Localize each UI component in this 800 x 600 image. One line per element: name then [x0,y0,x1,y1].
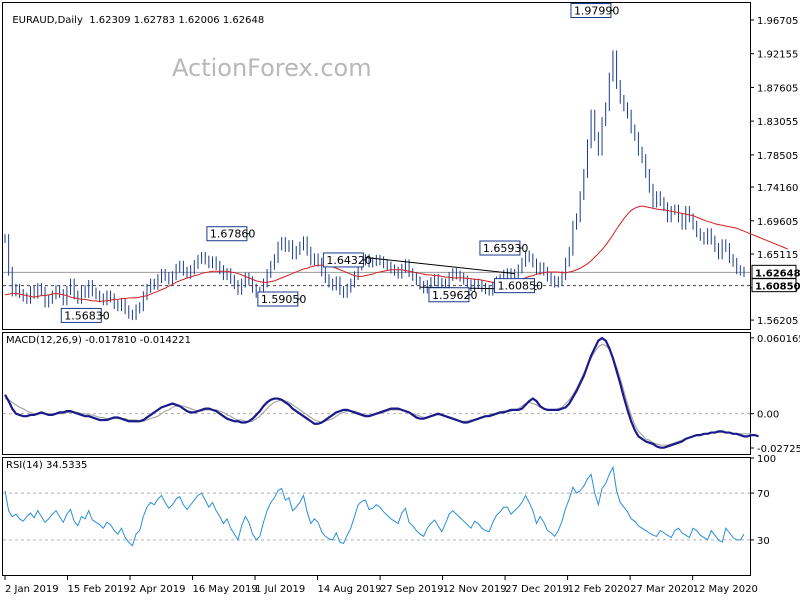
rsi-header: RSI(14) 34.5335 [6,460,88,471]
current-price-tag-label: 1.62648 [755,268,800,279]
x-tick-label: 27 Dec 2019 [505,584,569,595]
annotation-label: 1.65930 [483,242,529,255]
symbol-label: EURAUD,Daily [12,15,83,26]
x-tick-label: 2 Jan 2019 [5,584,59,595]
rsi-tick-label: 30 [757,536,770,547]
annotation-label: 1.67860 [210,228,256,241]
watermark: ActionForex.com [172,54,372,82]
rsi-layer [3,465,750,547]
x-tick-label: 27 Sep 2019 [380,584,443,595]
annotation-label: 1.59620 [432,289,478,302]
axis-layer: 1.96705 1.92155 1.87605 1.83055 1.78505 1.741… [4,16,800,595]
price-tick-label: 1.78505 [757,151,798,162]
support-level-tag-label: 1.60850 [755,282,800,293]
price-tick-label: 1.83055 [757,117,798,128]
x-tick-label: 12 May 2020 [693,584,758,595]
support-level-tag-box [751,278,797,293]
trendline-upper [365,257,515,275]
macd-tick-label: 0.060165 [757,334,800,345]
macd-tick-label: -0.02725 [757,444,800,455]
sma-line [4,205,788,303]
rsi-panel-frame [2,457,751,576]
price-tick-label: 1.92155 [757,50,798,61]
macd-header: MACD(12,26,9) -0.017810 -0.014221 [6,335,191,346]
macd-tick-label: 0.00 [757,410,779,421]
annotation-label: 1.97990 [574,4,620,17]
price-tick-label: 1.74160 [757,183,798,194]
x-tick-label: 12 Feb 2020 [568,584,630,595]
macd-line [4,336,759,449]
rsi-tick-label: 100 [757,454,776,465]
annotation-label: 1.60850 [497,280,543,293]
price-tick-label: 1.87605 [757,83,798,94]
price-tick-label: 1.69605 [757,217,798,228]
x-tick-label: 12 Nov 2019 [443,584,507,595]
macd-panel-frame [2,332,751,455]
price-layer: 1.97990 1.67860 1.59050 1.64320 1.56830 1.596… [3,2,788,323]
price-tick-label: 1.65115 [757,250,798,261]
x-tick-label: 1 Jul 2019 [255,584,305,595]
rsi-line [4,465,745,547]
price-panel-frame [2,2,751,330]
annotation-label: 1.59050 [261,293,307,306]
x-tick-label: 16 May 2019 [193,584,258,595]
ohlc-values: 1.62309 1.62783 1.62006 1.62648 [89,15,265,26]
x-tick-label: 27 Mar 2020 [630,584,693,595]
price-header: EURAUD,Daily 1.62309 1.62783 1.62006 1.6… [6,4,264,26]
x-tick-label: 14 Aug 2019 [318,584,382,595]
x-tick-label: 15 Feb 2019 [68,584,130,595]
price-tick-label: 1.96705 [757,16,798,27]
macd-layer [3,336,759,449]
x-tick-label: 2 Apr 2019 [130,584,185,595]
annotation-label: 1.56830 [64,309,110,322]
rsi-tick-label: 70 [757,489,770,500]
annotation-label: 1.64320 [326,254,372,267]
price-tick-label: 1.56205 [757,316,798,327]
